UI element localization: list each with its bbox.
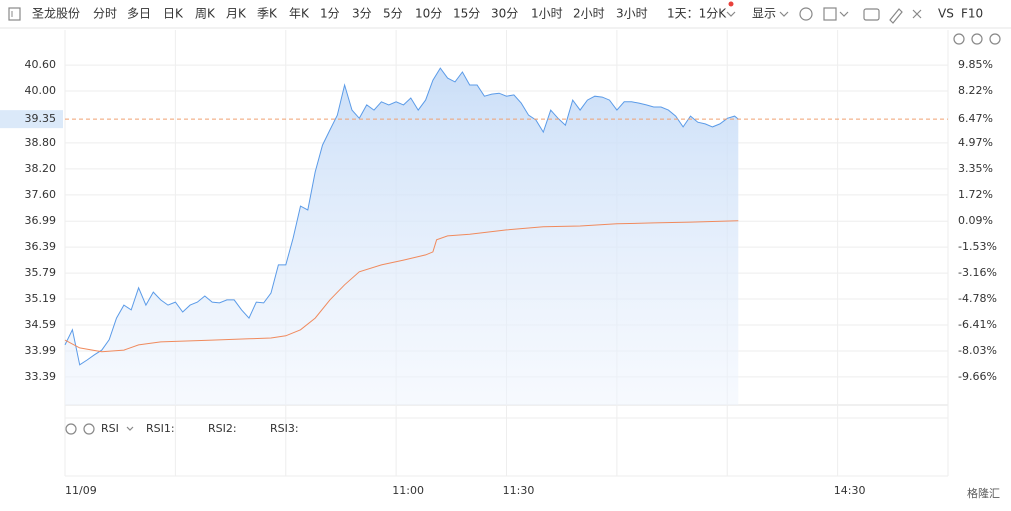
y-tick-label: 36.39 [25,240,57,253]
zoom-in-icon[interactable] [989,33,1001,45]
tab[interactable]: 1天：1分K [667,7,727,21]
y-tick-label: 40.60 [25,58,57,71]
tab[interactable]: 3分 [352,7,372,21]
dropdown-icon[interactable] [726,11,736,17]
y-tick-label: 35.79 [25,266,57,279]
y2-tick-label: 3.35% [958,162,993,175]
y2-tick-label: -6.41% [958,318,997,331]
y2-tick-label: 4.97% [958,136,993,149]
panel-icon[interactable] [8,7,21,21]
x-tick-label: 11:00 [392,484,424,497]
notification-dot [728,1,734,7]
indicator-label: RSI3: [270,422,299,435]
y-tick-label: 37.60 [25,188,57,201]
area-fill [65,68,739,405]
y2-tick-label: -3.16% [958,266,997,279]
last-pct-label: 6.47% [958,112,993,125]
box-icon[interactable] [823,7,837,21]
erase-icon[interactable] [912,9,922,19]
tab[interactable]: 1小时 [531,7,563,21]
last-price-label: 39.35 [25,112,57,125]
tab[interactable]: 多日 [127,7,151,21]
x-tick-label: 11:30 [503,484,535,497]
y2-tick-label: -9.66% [958,370,997,383]
zoom-out-icon[interactable] [971,33,983,45]
y-tick-label: 40.00 [25,84,57,97]
indicator-label: RSI1: [146,422,175,435]
y2-tick-label: 0.09% [958,214,993,227]
tab[interactable]: 年K [289,7,310,21]
dropdown-icon[interactable] [839,11,849,17]
y-tick-label: 33.99 [25,344,57,357]
watermark: 格隆汇 [967,486,1000,500]
display-menu[interactable]: 显示 [752,7,776,21]
tab[interactable]: 10分 [415,7,442,21]
tab[interactable]: 周K [195,7,216,21]
tab[interactable]: 15分 [453,7,480,21]
stock-name[interactable]: 圣龙股份 [32,7,80,21]
plot: 40.60 40.00 38.80 38.20 37.60 36.99 36.39 35.79… [0,30,1000,500]
tab[interactable]: 分时 [93,7,117,21]
y-tick-label: 36.99 [25,214,57,227]
vs-button[interactable]: VS [938,7,954,21]
price-line [64,67,739,366]
x-tick-label: 14:30 [834,484,866,497]
y-tick-label: 38.20 [25,162,57,175]
x-tick-label: 11/09 [65,484,97,497]
tab[interactable]: 1分 [320,7,340,21]
tab[interactable]: 季K [257,7,278,21]
y-tick-label: 34.59 [25,318,57,331]
dropdown-icon[interactable] [779,11,789,17]
price-line [64,220,739,353]
indicator-dropdown[interactable] [126,426,134,431]
pen-icon[interactable] [889,8,903,24]
indicator-name[interactable]: RSI [101,422,119,435]
y2-tick-label: -1.53% [958,240,997,253]
y-tick-label: 38.80 [25,136,57,149]
y2-tick-label: 1.72% [958,188,993,201]
tab[interactable]: 30分 [491,7,518,21]
tab[interactable]: 日K [163,7,184,21]
y2-tick-label: 9.85% [958,58,993,71]
y-tick-label: 33.39 [25,370,57,383]
last-price-box [0,110,63,129]
settings-icon[interactable] [799,7,813,21]
tab[interactable]: 2小时 [573,7,605,21]
indicator-settings[interactable] [65,423,77,435]
indicator-close[interactable] [83,423,95,435]
tab[interactable]: 3小时 [616,7,648,21]
indicator-label: RSI2: [208,422,237,435]
tab[interactable]: 5分 [383,7,403,21]
y-tick-label: 35.19 [25,292,57,305]
camera-icon[interactable] [863,8,880,21]
y2-tick-label: -8.03% [958,344,997,357]
y2-tick-label: -4.78% [958,292,997,305]
y2-tick-label: 8.22% [958,84,993,97]
undo-icon[interactable] [953,33,965,45]
f10-button[interactable]: F10 [961,7,983,21]
toolbar-items: 圣龙股份 分时 多日 日K 周K 月K 季K 年K 1分 3分 5分 10分 15分 30分 1小时 2小时 3… [32,7,983,21]
tab[interactable]: 月K [226,7,247,21]
